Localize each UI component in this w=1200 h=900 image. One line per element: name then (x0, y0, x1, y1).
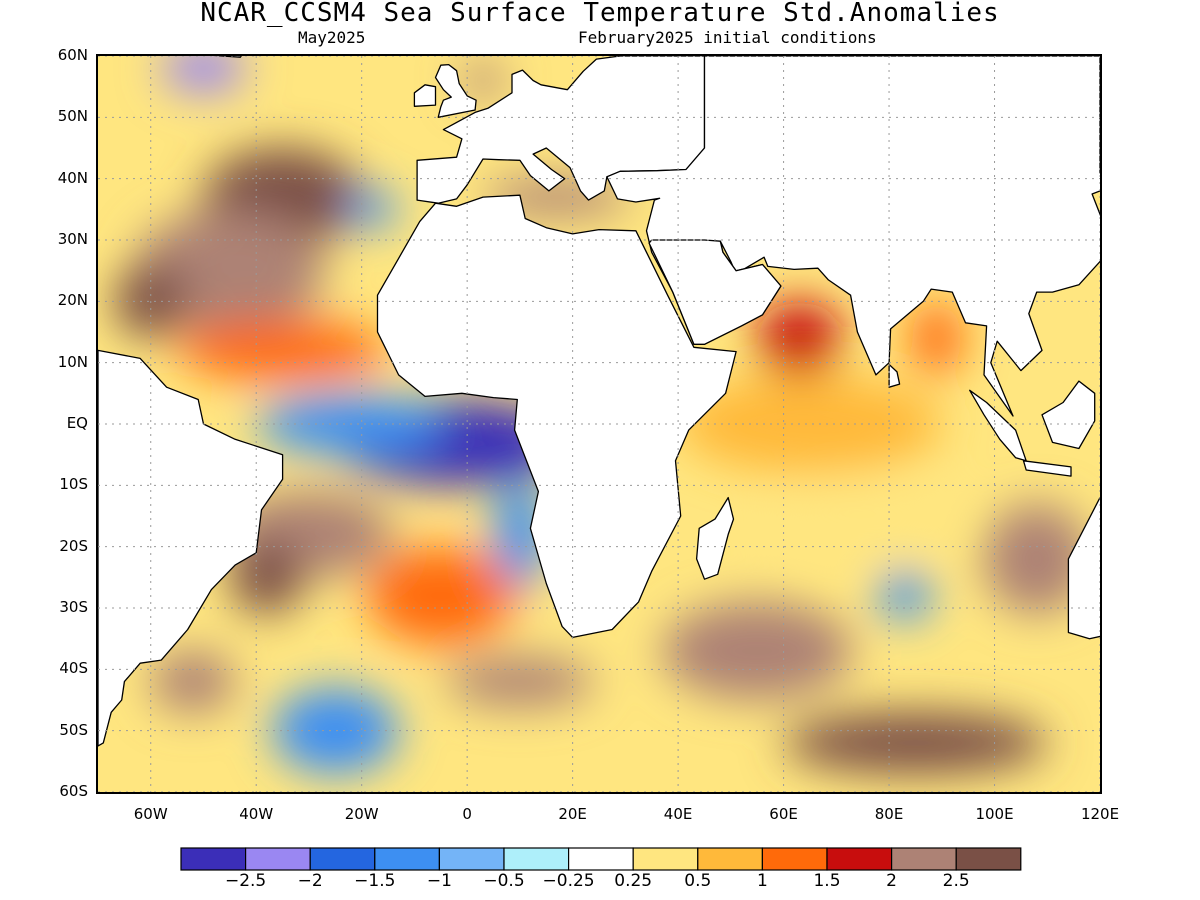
colorbar-tick-label: −1 (426, 871, 452, 891)
lon-tick-label: 20E (558, 805, 587, 823)
landmass-australia (1067, 496, 1100, 640)
lon-tick-label: 40E (663, 805, 693, 823)
lat-tick-label: 30N (57, 230, 88, 248)
landmass-africa (376, 194, 737, 639)
initial-conditions: February2025 initial conditions (578, 28, 877, 47)
colorbar-tick-label: −2.5 (224, 871, 267, 891)
anomaly-region (345, 190, 399, 228)
lat-tick-label: 40N (57, 168, 88, 187)
anomaly-region (366, 546, 515, 645)
landmass-borneo (1041, 380, 1096, 450)
colorbar (180, 847, 1022, 871)
colorbar-swatch (568, 847, 634, 871)
landmass-sumatra (969, 389, 1027, 462)
land-masses (98, 56, 1100, 747)
page-title: NCAR_CCSM4 Sea Surface Temperature Std.A… (200, 0, 1000, 28)
colorbar-swatch (374, 847, 441, 871)
colorbar-swatch (503, 847, 570, 871)
anomaly-region (878, 571, 932, 621)
lat-tick-label: 10N (57, 352, 88, 371)
anomaly-region (767, 479, 958, 553)
anomaly-region (272, 687, 399, 774)
gridlines (98, 56, 1100, 792)
colorbar-tick-label: −0.25 (542, 871, 595, 891)
lat-tick-label: 40S (59, 659, 88, 678)
colorbar-swatch (826, 847, 893, 871)
anomaly-region (757, 301, 842, 375)
lat-tick-label: EQ (66, 414, 88, 432)
anomaly-region (983, 503, 1090, 615)
lat-tick-label: 60S (59, 782, 88, 800)
colorbar-swatch (890, 847, 957, 871)
landmass-britain (434, 63, 477, 118)
lon-tick-label: 60E (769, 805, 798, 823)
lat-tick-label: 30S (59, 598, 88, 616)
lon-tick-label: 80E (874, 805, 904, 823)
anomaly-region (662, 601, 853, 700)
map-canvas (98, 56, 1100, 792)
colorbar-swatch (180, 847, 247, 871)
colorbar-tick-label: −2 (297, 871, 323, 891)
lat-tick-label: 50S (59, 720, 88, 739)
landmass-greenland (213, 56, 242, 58)
colorbar-swatch (955, 847, 1022, 871)
lat-tick-label: 20S (59, 536, 88, 555)
landmass-java (1022, 460, 1072, 477)
colorbar-tick-label: 1.5 (813, 871, 841, 891)
colorbar-tick-label: 0.5 (684, 871, 712, 891)
anomaly-region (229, 540, 304, 615)
colorbar-tick-label: 1 (756, 871, 768, 891)
colorbar-swatch (438, 847, 505, 871)
lon-tick-label: 40W (239, 805, 274, 823)
colorbar-swatch (761, 847, 828, 871)
lon-tick-label: 0 (462, 805, 472, 823)
lon-tick-label: 60W (133, 805, 168, 823)
colorbar-swatch (697, 847, 763, 871)
anomaly-region (177, 319, 389, 382)
anomaly-region (910, 301, 963, 375)
anomaly-region (678, 374, 942, 474)
colorbar-swatch (244, 847, 311, 871)
landmass-ireland (413, 84, 437, 107)
colorbar-tick-label: −0.5 (483, 871, 525, 891)
lat-tick-label: 50N (57, 107, 88, 126)
colorbar-tick-label: −1.5 (354, 871, 396, 891)
lon-tick-label: 120E (1080, 805, 1120, 823)
lat-tick-label: 20N (57, 291, 88, 310)
sst-anomaly-map (96, 54, 1102, 794)
lon-tick-label: 20W (344, 805, 379, 823)
landmass-south-america (98, 349, 284, 747)
anomaly-region (150, 650, 236, 713)
anomaly-region (783, 712, 1048, 774)
colorbar-swatch (632, 847, 699, 871)
colorbar-tick-label: 0.25 (614, 871, 653, 891)
forecast-month: May2025 (298, 28, 366, 47)
lon-tick-label: 100E (975, 805, 1014, 823)
anomaly-region (161, 56, 246, 93)
anomaly-region (461, 62, 505, 99)
anomaly-region (446, 657, 594, 707)
landmass-madagascar (695, 496, 735, 580)
anomaly-region (493, 479, 547, 590)
colorbar-tick-label: 2 (886, 871, 897, 891)
lat-tick-label: 10S (59, 475, 88, 494)
lat-tick-label: 60N (57, 46, 88, 64)
colorbar-swatch (309, 847, 376, 871)
colorbar-tick-label: 2.5 (942, 871, 970, 891)
